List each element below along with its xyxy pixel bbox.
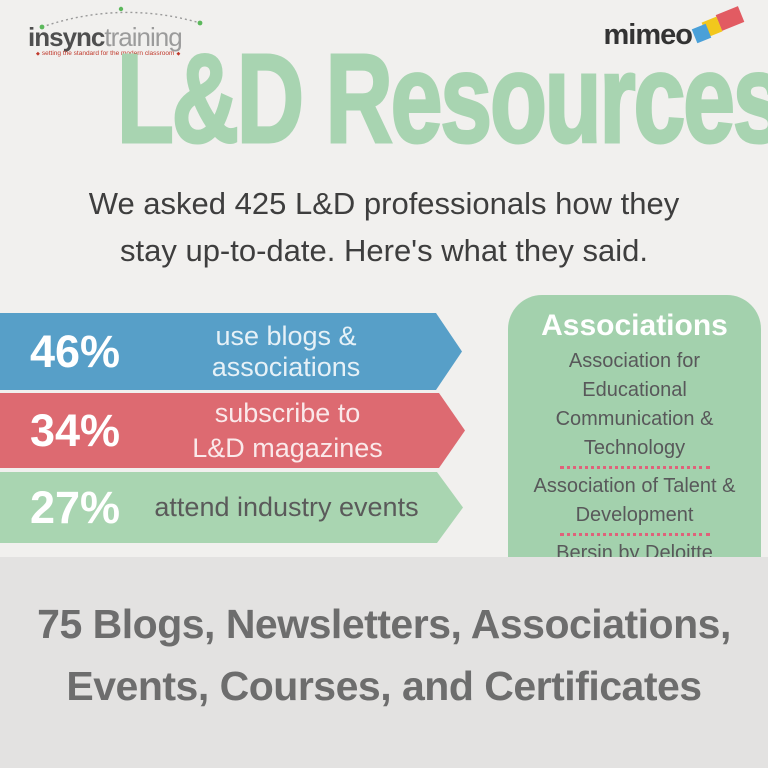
association-item: Association of Talent & Development bbox=[533, 475, 736, 526]
insync-logo-text: insynctraining bbox=[28, 24, 208, 50]
footer-line1: 75 Blogs, Newsletters, Associations, bbox=[37, 601, 731, 647]
insync-logo-part1: insync bbox=[28, 22, 105, 52]
insync-tagline-text: setting the standard for the modern clas… bbox=[41, 50, 175, 57]
associations-panel: Associations Association for Educational… bbox=[508, 295, 761, 557]
mimeo-logo: mimeo bbox=[603, 6, 746, 51]
footer-line2: Events, Courses, and Certificates bbox=[66, 663, 702, 709]
dotted-divider bbox=[559, 533, 710, 536]
subtitle: We asked 425 L&D professionals how they … bbox=[0, 180, 768, 274]
stats-banners: 46% use blogs & associations 34% subscri… bbox=[0, 313, 465, 543]
stat-percent: 46% bbox=[29, 325, 121, 377]
stat-label: subscribe to L&D magazines bbox=[150, 396, 465, 466]
insync-training-logo: insynctraining ◆ setting the standard fo… bbox=[28, 6, 208, 57]
stat-label-line1: subscribe to bbox=[214, 397, 361, 428]
stat-banner-magazines: 34% subscribe to L&D magazines bbox=[0, 393, 465, 468]
association-item: Bersin by Deloitte bbox=[556, 542, 713, 557]
stat-label: use blogs & associations bbox=[211, 320, 361, 382]
footer-banner: 75 Blogs, Newsletters, Associations, Eve… bbox=[0, 557, 768, 768]
stat-banner-blogs-associations: 46% use blogs & associations bbox=[0, 313, 462, 390]
diamond-bullet-icon: ◆ bbox=[176, 50, 181, 57]
stat-label-line2: L&D magazines bbox=[192, 432, 383, 463]
insync-logo-arc-icon bbox=[39, 6, 203, 30]
mimeo-logo-text: mimeo bbox=[603, 19, 693, 51]
stat-percent: 27% bbox=[29, 481, 121, 533]
associations-panel-title: Associations bbox=[541, 309, 728, 342]
dotted-divider bbox=[559, 466, 710, 469]
insync-logo-part2: training bbox=[104, 22, 182, 52]
title-wrap: L&D Resources bbox=[0, 28, 768, 169]
stat-percent: 34% bbox=[29, 404, 121, 456]
stat-banner-events: 27% attend industry events bbox=[0, 472, 463, 543]
stat-label: attend industry events bbox=[154, 492, 419, 522]
association-item: Association for Educational Communicatio… bbox=[555, 350, 714, 459]
page-title: L&D Resources bbox=[116, 28, 768, 169]
subtitle-line1: We asked 425 L&D professionals how they bbox=[88, 186, 680, 221]
insync-logo-tagline: ◆ setting the standard for the modern cl… bbox=[36, 50, 208, 57]
subtitle-line2: stay up-to-date. Here's what they said. bbox=[119, 233, 648, 268]
diamond-bullet-icon: ◆ bbox=[36, 50, 40, 57]
